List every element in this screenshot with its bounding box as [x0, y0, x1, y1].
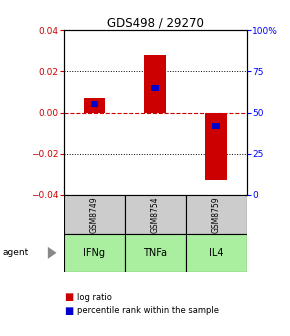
- Text: GSM8749: GSM8749: [90, 196, 99, 233]
- Bar: [144, 55, 166, 113]
- Bar: [212, 123, 220, 129]
- Bar: [64, 195, 125, 234]
- Text: GSM8759: GSM8759: [211, 196, 221, 233]
- Text: log ratio: log ratio: [77, 293, 112, 302]
- Bar: [205, 113, 227, 180]
- Text: ■: ■: [64, 292, 73, 302]
- Bar: [84, 98, 105, 113]
- Bar: [90, 101, 98, 107]
- Title: GDS498 / 29270: GDS498 / 29270: [107, 16, 204, 29]
- Bar: [64, 234, 125, 272]
- Text: TNFa: TNFa: [143, 248, 167, 258]
- Bar: [151, 85, 159, 91]
- Text: IFNg: IFNg: [83, 248, 105, 258]
- Text: GSM8754: GSM8754: [151, 196, 160, 233]
- Bar: [125, 195, 186, 234]
- Text: percentile rank within the sample: percentile rank within the sample: [77, 306, 219, 315]
- Bar: [125, 234, 186, 272]
- Bar: [186, 195, 246, 234]
- Text: IL4: IL4: [209, 248, 223, 258]
- Text: agent: agent: [3, 248, 29, 257]
- Bar: [186, 234, 246, 272]
- Text: ■: ■: [64, 306, 73, 316]
